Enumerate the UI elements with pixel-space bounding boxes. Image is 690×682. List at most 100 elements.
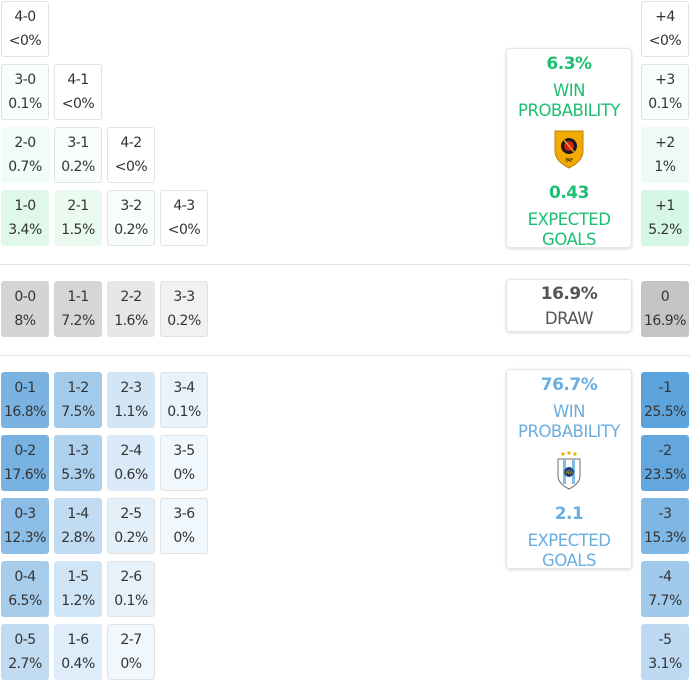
score-probability: 7.5%: [61, 404, 95, 420]
margin-cell[interactable]: -4 7.7%: [641, 561, 689, 617]
score-cell[interactable]: 0-5 2.7%: [1, 624, 49, 680]
score-probability: 3.4%: [8, 222, 42, 238]
score-probability: 5.3%: [61, 467, 95, 483]
away-win-probability: 76.7%: [540, 375, 598, 395]
score-cell[interactable]: 2-4 0.6%: [107, 435, 155, 491]
score-cell[interactable]: 1-4 2.8%: [54, 498, 102, 554]
score-cell[interactable]: 2-1 1.5%: [54, 190, 102, 246]
score-probability: 0.4%: [61, 656, 95, 672]
score-cell[interactable]: 3-2 0.2%: [107, 190, 155, 246]
score-cell[interactable]: 1-2 7.5%: [54, 372, 102, 428]
score-cell[interactable]: 1-0 3.4%: [1, 190, 49, 246]
score-label: 3-1: [67, 135, 89, 151]
score-cell[interactable]: 4-1 <0%: [54, 64, 102, 120]
score-label: 2-3: [120, 380, 142, 396]
score-cell[interactable]: 3-0 0.1%: [1, 64, 49, 120]
score-label: 0-2: [14, 443, 36, 459]
margin-cell[interactable]: -3 15.3%: [641, 498, 689, 554]
margin-cell[interactable]: 0 16.9%: [641, 281, 689, 337]
score-cell[interactable]: 3-3 0.2%: [160, 281, 208, 337]
score-label: 0-4: [14, 569, 36, 585]
score-label: 4-3: [173, 198, 195, 214]
score-label: 2-1: [67, 198, 89, 214]
score-label: 1-2: [67, 380, 89, 396]
home-expected-goals: 0.43: [549, 183, 589, 203]
score-label: 2-7: [120, 632, 142, 648]
score-cell[interactable]: 4-0 <0%: [1, 1, 49, 57]
score-label: 4-1: [67, 72, 89, 88]
score-cell[interactable]: 0-0 8%: [1, 281, 49, 337]
margin-cell[interactable]: +2 1%: [641, 127, 689, 183]
score-label: 1-3: [67, 443, 89, 459]
away-expected-goals: 2.1: [554, 504, 584, 524]
score-probability: 16.8%: [4, 404, 46, 420]
draw-summary-card: 16.9% DRAW: [506, 279, 632, 332]
margin-label: +4: [655, 9, 675, 25]
score-probability: 1.1%: [114, 404, 148, 420]
margin-label: +2: [655, 135, 675, 151]
score-probability: <0%: [8, 33, 42, 49]
away-win-label: WIN PROBABILITY: [518, 402, 620, 441]
score-cell[interactable]: 0-3 12.3%: [1, 498, 49, 554]
score-cell[interactable]: 4-2 <0%: [107, 127, 155, 183]
margin-cell[interactable]: -5 3.1%: [641, 624, 689, 680]
score-cell[interactable]: 3-4 0.1%: [160, 372, 208, 428]
score-label: 3-4: [173, 380, 195, 396]
margin-probability: 15.3%: [644, 530, 686, 546]
score-probability: 0.1%: [114, 593, 148, 609]
margin-label: -4: [658, 569, 672, 585]
home-win-label: WIN PROBABILITY: [518, 81, 620, 120]
score-cell[interactable]: 4-3 <0%: [160, 190, 208, 246]
draw-label: DRAW: [544, 308, 594, 328]
score-label: 0-3: [14, 506, 36, 522]
margin-label: +3: [655, 72, 675, 88]
score-probability: 2.8%: [61, 530, 95, 546]
score-cell[interactable]: 2-3 1.1%: [107, 372, 155, 428]
score-label: 3-3: [173, 289, 195, 305]
score-cell[interactable]: 2-2 1.6%: [107, 281, 155, 337]
score-probability: 1.2%: [61, 593, 95, 609]
score-cell[interactable]: 2-0 0.7%: [1, 127, 49, 183]
score-cell[interactable]: 1-1 7.2%: [54, 281, 102, 337]
score-cell[interactable]: 3-1 0.2%: [54, 127, 102, 183]
margin-probability: 16.9%: [644, 313, 686, 329]
score-label: 1-0: [14, 198, 36, 214]
score-cell[interactable]: 0-4 6.5%: [1, 561, 49, 617]
score-probability: 7.2%: [61, 313, 95, 329]
margin-cell[interactable]: +3 0.1%: [641, 64, 689, 120]
score-cell[interactable]: 1-5 1.2%: [54, 561, 102, 617]
margin-cell[interactable]: -1 25.5%: [641, 372, 689, 428]
score-label: 2-6: [120, 569, 142, 585]
score-cell[interactable]: 0-2 17.6%: [1, 435, 49, 491]
score-probability: 0.6%: [114, 467, 148, 483]
margin-label: -1: [658, 380, 672, 396]
margin-probability: 3.1%: [648, 656, 682, 672]
margin-cell[interactable]: +1 5.2%: [641, 190, 689, 246]
score-cell[interactable]: 0-1 16.8%: [1, 372, 49, 428]
score-cell[interactable]: 1-6 0.4%: [54, 624, 102, 680]
score-cell[interactable]: 2-6 0.1%: [107, 561, 155, 617]
margin-label: -2: [658, 443, 672, 459]
score-label: 1-1: [67, 289, 89, 305]
score-cell[interactable]: 2-7 0%: [107, 624, 155, 680]
away-summary-card: 76.7% WIN PROBABILITY AFA 2.1 EXPECTED G…: [506, 369, 632, 570]
score-label: 0-5: [14, 632, 36, 648]
score-cell[interactable]: 3-6 0%: [160, 498, 208, 554]
score-probability: 8%: [14, 313, 36, 329]
score-label: 1-6: [67, 632, 89, 648]
score-label: 1-4: [67, 506, 89, 522]
score-label: 2-2: [120, 289, 142, 305]
score-cell[interactable]: 1-3 5.3%: [54, 435, 102, 491]
score-probability: 0%: [173, 467, 195, 483]
away-xg-label: EXPECTED GOALS: [527, 531, 611, 570]
margin-cell[interactable]: -2 23.5%: [641, 435, 689, 491]
score-cell[interactable]: 2-5 0.2%: [107, 498, 155, 554]
score-label: 0-1: [14, 380, 36, 396]
angola-crest-icon: FAF: [552, 129, 586, 174]
margin-probability: 23.5%: [644, 467, 686, 483]
score-cell[interactable]: 3-5 0%: [160, 435, 208, 491]
svg-text:FAF: FAF: [565, 158, 573, 164]
score-probability: 0.1%: [167, 404, 201, 420]
score-label: 1-5: [67, 569, 89, 585]
margin-cell[interactable]: +4 <0%: [641, 1, 689, 57]
